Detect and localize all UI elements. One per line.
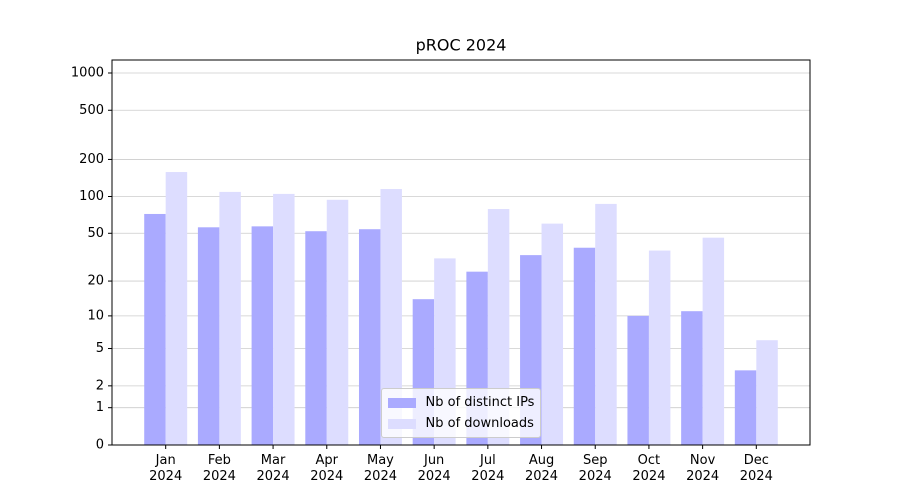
x-tick-label: Jul 2024 [471, 453, 505, 484]
y-tick-label: 1000 [71, 65, 104, 80]
y-tick-label: 2 [96, 378, 104, 393]
plot-frame [111, 59, 811, 446]
x-tick-label: Nov 2024 [686, 453, 720, 484]
bar [358, 229, 381, 445]
legend: Nb of distinct IPs Nb of downloads [380, 388, 542, 438]
x-tick-label: Feb 2024 [202, 453, 236, 484]
x-tick-label: Oct 2024 [632, 453, 666, 484]
bar [305, 231, 327, 445]
y-tick-label: 1 [96, 400, 104, 415]
bar [681, 311, 703, 445]
y-tick-label: 50 [87, 226, 104, 241]
y-tick-label: 5 [96, 341, 104, 356]
x-tick-label: May 2024 [363, 453, 397, 484]
x-tick-label: Jan 2024 [149, 453, 183, 484]
bar [144, 213, 166, 445]
bar [487, 209, 510, 445]
bar [627, 315, 649, 445]
bar [380, 189, 402, 445]
bar [734, 370, 757, 445]
x-tick-label: Sep 2024 [578, 453, 612, 484]
bar [756, 340, 778, 445]
bar [648, 250, 671, 445]
x-tick-label: Aug 2024 [524, 453, 559, 484]
x-tick-label: Dec 2024 [739, 453, 773, 484]
y-tick-label: 100 [79, 189, 104, 204]
bar [273, 193, 295, 445]
bar [197, 227, 220, 445]
bar [165, 172, 188, 445]
x-tick-label: Mar 2024 [256, 453, 290, 484]
bar [573, 247, 596, 445]
legend-item: Nb of distinct IPs [387, 392, 535, 413]
bar [702, 237, 725, 445]
y-tick-label: 200 [79, 152, 104, 167]
y-tick-label: 500 [79, 103, 104, 118]
y-tick-label: 0 [96, 438, 104, 453]
chart-title: pROC 2024 [416, 36, 507, 55]
legend-item: Nb of downloads [387, 413, 535, 434]
x-tick-label: Jun 2024 [417, 453, 451, 484]
legend-label: Nb of downloads [425, 416, 534, 431]
legend-swatch [387, 418, 416, 429]
x-tick-label: Apr 2024 [310, 453, 344, 484]
bar [219, 191, 241, 445]
y-tick-label: 20 [87, 274, 104, 289]
bar [541, 223, 564, 445]
legend-label: Nb of distinct IPs [425, 395, 535, 410]
bar [326, 199, 349, 445]
bar [595, 203, 617, 445]
y-tick-label: 10 [87, 308, 104, 323]
bar [251, 226, 274, 445]
legend-swatch [387, 397, 416, 408]
